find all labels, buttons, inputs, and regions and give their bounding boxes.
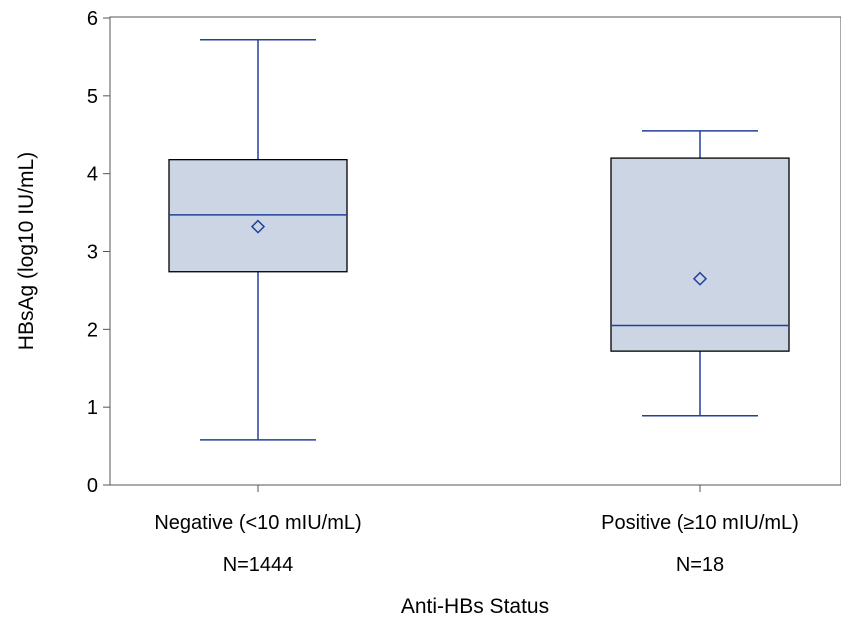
y-tick-label: 2	[87, 319, 98, 341]
y-axis: 0 1 2 3 4 5 6	[87, 8, 110, 497]
y-tick-label: 6	[87, 8, 98, 30]
x-tick-n-label: N=18	[676, 554, 724, 576]
y-tick-label: 3	[87, 242, 98, 264]
y-tick-label: 5	[87, 86, 98, 108]
x-axis-title: Anti-HBs Status	[401, 595, 549, 618]
x-axis: Negative (<10 mIU/mL) N=1444 Positive (≥10…	[154, 485, 799, 576]
y-tick-label: 1	[87, 397, 98, 419]
box-positive	[610, 130, 790, 417]
x-tick-label: Positive (≥10 mIU/mL)	[601, 512, 799, 534]
mean-marker	[692, 271, 708, 286]
y-axis-title: HBsAg (log10 IU/mL)	[15, 152, 38, 350]
x-tick-n-label: N=1444	[223, 554, 294, 576]
y-tick-label: 4	[87, 164, 98, 186]
iqr-box	[610, 157, 790, 352]
box-negative	[168, 39, 348, 441]
iqr-box	[168, 159, 348, 273]
box-series	[168, 39, 790, 441]
x-tick-label: Negative (<10 mIU/mL)	[154, 512, 361, 534]
y-tick-label: 0	[87, 475, 98, 497]
mean-marker	[250, 219, 266, 234]
